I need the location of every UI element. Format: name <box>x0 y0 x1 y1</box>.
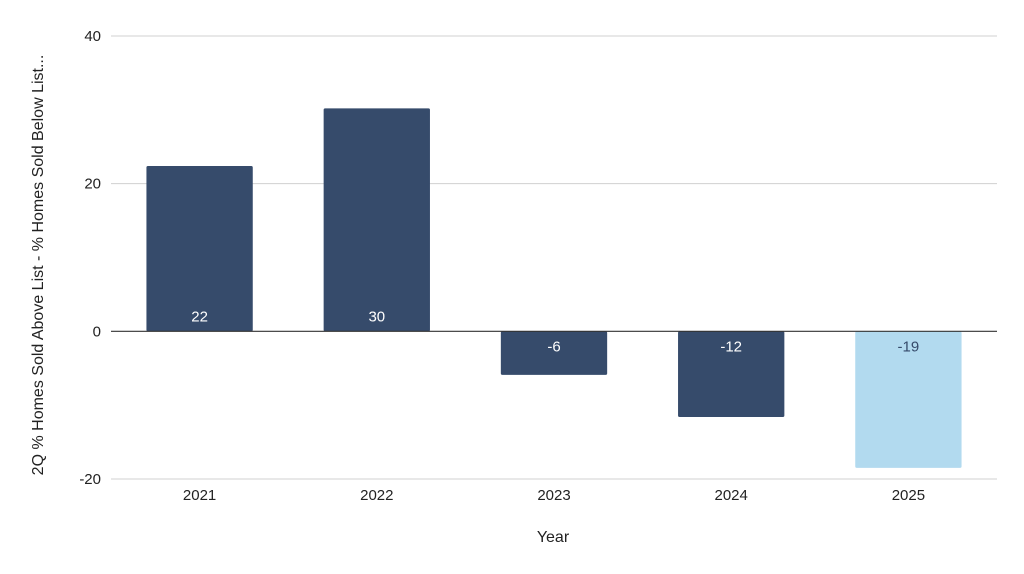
bar-data-label: 30 <box>368 308 385 325</box>
y-axis-title: 2Q % Homes Sold Above List - % Homes Sol… <box>30 55 47 476</box>
bar-data-label: -19 <box>898 338 920 355</box>
y-tick-label: 20 <box>84 176 101 193</box>
y-tick-label: -20 <box>79 471 101 488</box>
gridlines <box>111 35 997 480</box>
bar-2022 <box>323 108 430 332</box>
y-tick-label: 0 <box>93 323 101 340</box>
x-axis-ticks: 2021 2022 2023 2024 2025 <box>183 487 925 504</box>
x-tick-label: 2022 <box>360 487 393 504</box>
y-tick-label: 40 <box>84 28 101 45</box>
bar-data-label: 22 <box>191 308 208 325</box>
x-tick-label: 2025 <box>892 487 925 504</box>
bar-2023 <box>500 331 608 375</box>
bar-data-labels: 22 30 -6 -12 -19 <box>191 308 919 355</box>
x-tick-label: 2021 <box>183 487 216 504</box>
x-axis-title: Year <box>537 529 570 546</box>
x-tick-label: 2024 <box>715 487 748 504</box>
bar-2021 <box>146 165 253 332</box>
y-axis-ticks: -20 0 20 40 <box>79 28 101 488</box>
bar-2024 <box>678 331 785 417</box>
bars <box>146 108 962 468</box>
bar-data-label: -6 <box>547 338 560 355</box>
x-tick-label: 2023 <box>537 487 570 504</box>
bar-2025 <box>855 331 962 468</box>
bar-data-label: -12 <box>720 338 742 355</box>
